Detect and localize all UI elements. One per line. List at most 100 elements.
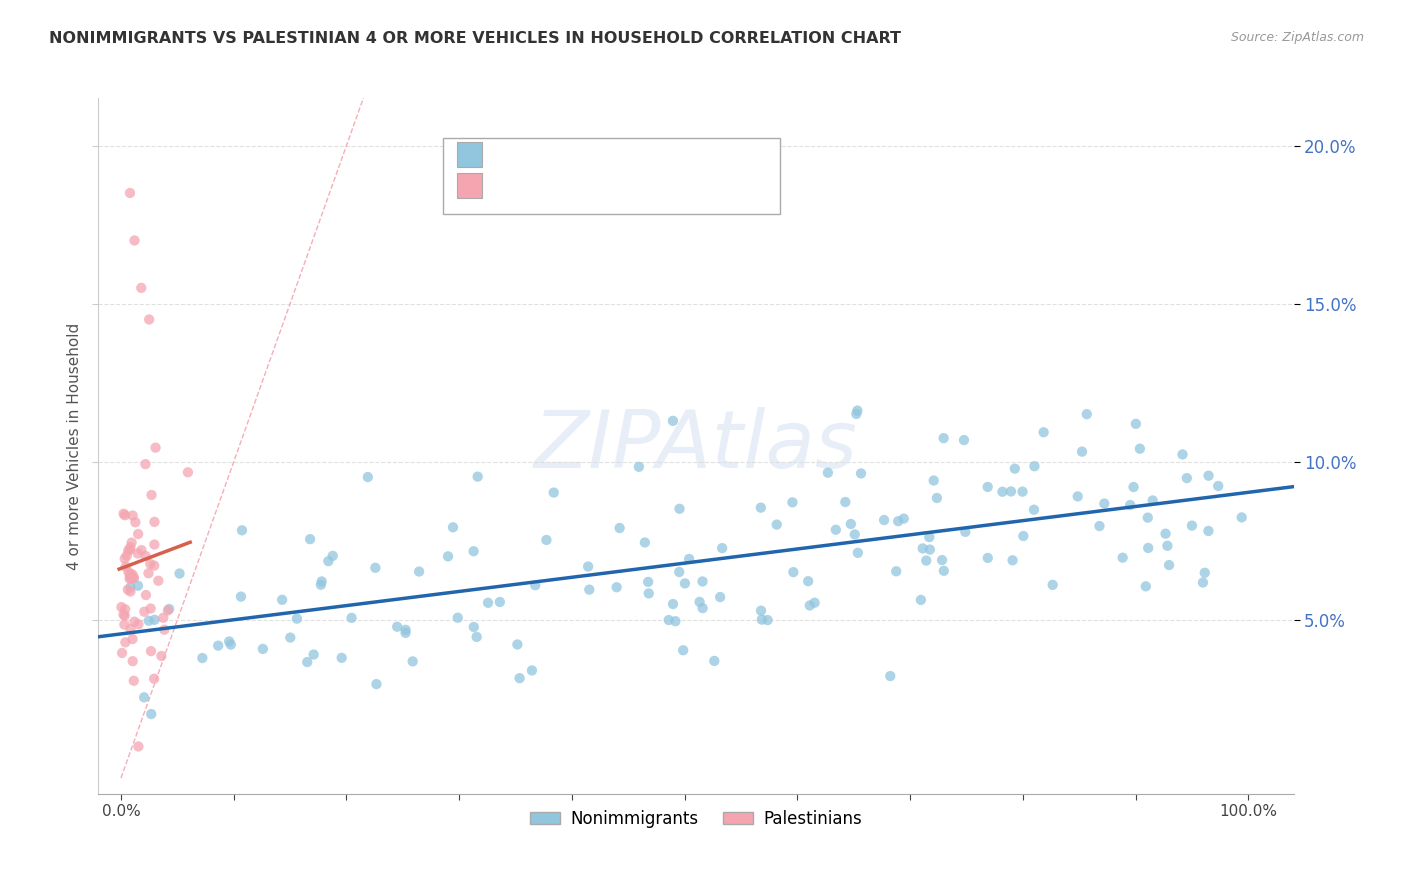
- Point: [117, 565, 139, 579]
- Point: [1175, 471, 1198, 485]
- Point: [1022, 502, 1045, 516]
- Point: [797, 574, 820, 589]
- Point: [207, 639, 229, 653]
- Point: [252, 641, 274, 656]
- Point: [839, 516, 862, 531]
- Point: [1119, 498, 1142, 512]
- Point: [692, 601, 714, 615]
- Point: [1071, 444, 1094, 458]
- Point: [124, 615, 146, 629]
- Point: [782, 565, 804, 579]
- Point: [489, 595, 512, 609]
- Point: [609, 521, 631, 535]
- Point: [918, 542, 941, 557]
- Point: [672, 643, 695, 657]
- Point: [114, 551, 136, 566]
- Point: [925, 491, 948, 505]
- Point: [135, 588, 157, 602]
- Point: [953, 433, 976, 447]
- Point: [918, 530, 941, 544]
- Point: [578, 582, 600, 597]
- Point: [873, 513, 896, 527]
- Point: [1171, 447, 1194, 461]
- Point: [1125, 417, 1147, 431]
- Point: [976, 480, 998, 494]
- Point: [1067, 490, 1090, 504]
- Point: [127, 546, 149, 560]
- Point: [134, 605, 156, 619]
- Point: [991, 484, 1014, 499]
- Point: [122, 673, 145, 688]
- Point: [118, 572, 141, 586]
- Point: [1111, 550, 1133, 565]
- Point: [1142, 493, 1164, 508]
- Point: [1004, 461, 1026, 475]
- Point: [1088, 519, 1111, 533]
- Point: [1012, 529, 1035, 543]
- Point: [689, 595, 711, 609]
- Point: [218, 634, 240, 648]
- Point: [756, 613, 779, 627]
- Point: [576, 559, 599, 574]
- Point: [120, 567, 142, 582]
- Point: [114, 559, 136, 574]
- Point: [111, 646, 134, 660]
- Point: [662, 414, 685, 428]
- Point: [148, 574, 170, 588]
- Point: [447, 611, 470, 625]
- Point: [120, 580, 142, 594]
- Point: [709, 590, 731, 604]
- Point: [117, 582, 139, 597]
- Point: [932, 431, 955, 445]
- Point: [1032, 425, 1054, 440]
- Point: [765, 517, 787, 532]
- Point: [658, 613, 681, 627]
- Point: [678, 552, 700, 566]
- Point: [141, 488, 163, 502]
- Point: [1011, 484, 1033, 499]
- Point: [395, 623, 418, 637]
- Point: [120, 622, 142, 636]
- Point: [129, 281, 152, 295]
- Point: [191, 651, 214, 665]
- Point: [120, 570, 142, 584]
- Point: [131, 543, 153, 558]
- Point: [157, 602, 180, 616]
- Point: [120, 540, 142, 554]
- Point: [110, 600, 132, 615]
- Point: [297, 655, 319, 669]
- Point: [271, 592, 294, 607]
- Point: [169, 566, 191, 581]
- Text: R = 0.469   N = 147: R = 0.469 N = 147: [494, 144, 690, 161]
- Point: [1042, 578, 1064, 592]
- Point: [156, 603, 179, 617]
- Point: [114, 508, 136, 523]
- Point: [1198, 468, 1220, 483]
- Point: [153, 623, 176, 637]
- Point: [121, 572, 143, 586]
- Point: [931, 553, 953, 567]
- Point: [662, 597, 685, 611]
- Point: [884, 564, 907, 578]
- Point: [135, 549, 157, 563]
- Point: [122, 571, 145, 585]
- Point: [637, 586, 659, 600]
- Point: [127, 617, 149, 632]
- Point: [127, 739, 149, 754]
- Point: [915, 553, 938, 567]
- Point: [955, 524, 977, 539]
- Legend: Nonimmigrants, Palestinians: Nonimmigrants, Palestinians: [523, 803, 869, 834]
- Point: [322, 549, 344, 563]
- Point: [910, 593, 932, 607]
- Point: [1092, 497, 1115, 511]
- Y-axis label: 4 or more Vehicles in Household: 4 or more Vehicles in Household: [66, 322, 82, 570]
- Point: [1000, 484, 1022, 499]
- Point: [1230, 510, 1253, 524]
- Point: [114, 608, 136, 623]
- Point: [441, 520, 464, 534]
- Point: [543, 485, 565, 500]
- Point: [357, 470, 380, 484]
- Text: ZIPAtlas: ZIPAtlas: [534, 407, 858, 485]
- Point: [402, 654, 425, 668]
- Point: [143, 515, 166, 529]
